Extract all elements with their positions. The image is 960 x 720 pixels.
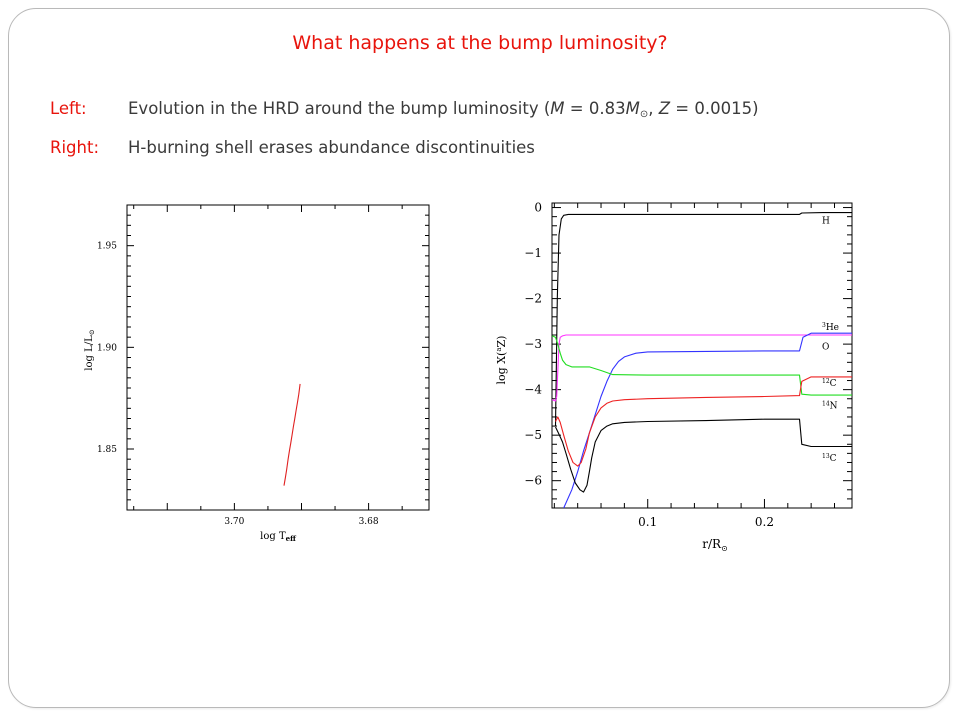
abundance-y-tick-label: −4 [524,383,542,397]
slide-title: What happens at the bump luminosity? [292,32,668,54]
abundance-y-tick-label: −6 [524,474,542,488]
abundance-line-14n [555,376,852,467]
hrd-x-tick-label: 3.68 [359,517,379,527]
left-eq1: = 0.83 [564,99,626,118]
abundance-series [551,212,852,509]
abundance-x-tick-label: 0.1 [638,515,657,529]
hrd-x-label: log Teff [260,531,297,543]
hrd-ticks: 3.70 3.68 1.95 1.90 1.85 [97,204,429,527]
curve-label-o: O [822,342,829,352]
left-eq2: = 0.0015) [670,99,759,118]
curve-label-12c: 12C [822,378,837,389]
left-text-a: Evolution in the HRD around the bump lum… [128,99,551,118]
right-label: Right: [50,138,100,157]
abundance-line-12c [551,335,852,396]
abundance-line-o [563,332,852,509]
abundance-y-tick-label: −2 [524,292,542,306]
right-text: H-burning shell erases abundance discont… [128,138,535,157]
hrd-chart: 3.70 3.68 1.95 1.90 1.85 log Teff log L/L⊙ [84,204,430,543]
curve-label-13c: 13C [822,453,837,464]
hrd-plot-frame [126,204,430,511]
left-description: Left: Evolution in the HRD around the bum… [50,99,759,120]
hrd-series [283,383,301,486]
slide-frame [8,8,950,708]
hrd-x-tick-label: 3.70 [224,517,244,527]
left-comma: , [648,99,659,118]
abundance-line-h [554,212,852,427]
left-m-symbol: M [550,99,565,118]
hrd-y-tick-label: 1.95 [97,242,117,252]
left-msun-symbol: M [625,99,640,118]
abundance-x-label: r/R⊙ [702,537,728,553]
abundance-line-3he [551,334,852,402]
curve-label-14n: 14N [822,401,838,412]
left-sun-subscript: ⊙ [639,109,649,120]
abundance-y-tick-label: −3 [524,337,542,351]
abundance-y-tick-label: −1 [524,246,542,260]
abundance-line-13c [555,418,852,493]
abundance-ticks: 0.1 0.2 0 −1 −2 −3 −4 −5 −6 [524,201,852,529]
hrd-y-tick-label: 1.90 [97,343,117,353]
abundance-y-tick-label: 0 [534,201,542,215]
hrd-y-label: log L/L⊙ [84,329,96,370]
curve-label-h: H [822,216,830,226]
right-description: Right: H-burning shell erases abundance d… [50,138,535,157]
abundance-y-tick-label: −5 [524,428,542,442]
curve-label-3he: 3He [822,322,839,333]
hrd-y-tick-label: 1.85 [97,445,117,455]
hrd-track-line [283,383,301,486]
left-z-symbol: Z [658,99,671,118]
abundance-plot-frame [551,202,853,509]
abundance-x-tick-label: 0.2 [755,515,774,529]
left-label: Left: [50,99,87,118]
abundance-curve-labels: H 3He O 12C 14N 13C [822,216,839,464]
abundance-y-label: log X(aZ) [495,336,508,385]
